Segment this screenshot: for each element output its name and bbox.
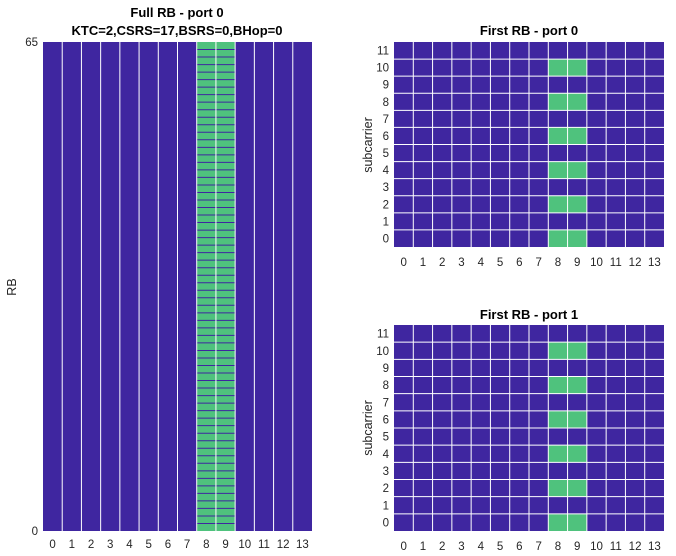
first-rb-port1-x-tick-label: 8 (555, 541, 561, 553)
full-rb-y-tick-label: 0 (32, 526, 38, 538)
first-rb-port1-y-tick-label: 11 (377, 329, 389, 341)
full-rb-x-tick-label: 3 (107, 539, 113, 551)
first-rb-port0-x-tick-label: 1 (420, 257, 426, 269)
first-rb-port0-x-tick-label: 11 (610, 257, 622, 269)
first-rb-port1-x-tick-label: 5 (497, 541, 503, 553)
first-rb-port1-x-tick-label: 6 (516, 541, 522, 553)
first-rb-port1-x-tick-label: 0 (400, 541, 406, 553)
first-rb-port0-ylabel: subcarrier (361, 117, 375, 173)
full-rb-x-tick-label: 11 (258, 539, 270, 551)
first-rb-port0-title: First RB - port 0 (480, 23, 578, 38)
first-rb-port0-x-tick-label: 0 (400, 257, 406, 269)
first-rb-port0-y-tick-labels: 0 1 2 3 4 5 6 7 8 9 10 11 (376, 46, 389, 246)
first-rb-port0-y-tick-label: 1 (383, 216, 389, 228)
first-rb-port0-marks (548, 59, 587, 247)
first-rb-port1-x-tick-label: 11 (610, 541, 622, 553)
full-rb-x-tick-label: 9 (222, 539, 228, 551)
full-rb-x-tick-label: 1 (69, 539, 75, 551)
first-rb-port0-x-tick-label: 5 (497, 257, 503, 269)
first-rb-port1-x-tick-label: 2 (439, 541, 445, 553)
full-rb-x-tick-label: 6 (165, 539, 171, 551)
first-rb-port0-x-tick-label: 3 (458, 257, 464, 269)
first-rb-port1-x-tick-label: 10 (590, 541, 603, 553)
full-rb-x-tick-label: 4 (126, 539, 133, 551)
first-rb-port0-y-tick-label: 2 (383, 199, 389, 211)
first-rb-port1-y-tick-label: 7 (383, 397, 389, 409)
full-rb-y-tick-label: 65 (25, 37, 38, 49)
first-rb-port0-x-tick-label: 7 (535, 257, 541, 269)
first-rb-port1-y-tick-labels: 0 1 2 3 4 5 6 7 8 9 10 11 (376, 329, 389, 530)
first-rb-port1-y-tick-label: 2 (383, 483, 389, 495)
first-rb-port0-x-tick-label: 6 (516, 257, 522, 269)
first-rb-port1-y-tick-label: 6 (383, 414, 389, 426)
first-rb-port1-y-tick-label: 8 (383, 380, 389, 392)
first-rb-port1-x-tick-label: 3 (458, 541, 464, 553)
first-rb-port0-y-tick-label: 6 (383, 131, 389, 143)
full-rb-x-tick-label: 2 (88, 539, 94, 551)
first-rb-port0-x-tick-label: 12 (629, 257, 642, 269)
first-rb-port0-grid (394, 42, 664, 247)
first-rb-port0-x-tick-label: 8 (555, 257, 561, 269)
first-rb-port1-y-tick-label: 9 (383, 363, 389, 375)
full-rb-title: Full RB - port 0 (130, 5, 223, 20)
first-rb-port0-y-tick-label: 4 (383, 165, 390, 177)
full-rb-grid (61, 42, 294, 531)
full-rb-subtitle: KTC=2,CSRS=17,BSRS=0,BHop=0 (72, 23, 283, 38)
first-rb-port1-x-tick-labels: 0 1 2 3 4 5 6 7 8 9 10 11 12 13 (400, 541, 660, 553)
first-rb-port1-y-tick-label: 5 (383, 432, 389, 444)
full-rb-x-tick-label: 7 (184, 539, 190, 551)
first-rb-port1-y-tick-label: 1 (383, 500, 389, 512)
first-rb-port0-x-tick-labels: 0 1 2 3 4 5 6 7 8 9 10 11 12 13 (400, 257, 660, 269)
first-rb-port0-y-tick-label: 0 (383, 233, 389, 245)
first-rb-port0-x-tick-label: 10 (590, 257, 603, 269)
first-rb-port0-y-tick-label: 10 (376, 63, 389, 75)
first-rb-port0-x-tick-label: 13 (648, 257, 661, 269)
first-rb-port1-x-tick-label: 12 (629, 541, 642, 553)
full-rb-ylabel: RB (5, 278, 19, 295)
first-rb-port1-ylabel: subcarrier (361, 400, 375, 456)
first-rb-port0-y-tick-label: 7 (383, 114, 389, 126)
first-rb-port0-x-tick-label: 2 (439, 257, 445, 269)
first-rb-port1-x-tick-label: 7 (535, 541, 541, 553)
first-rb-port1-y-tick-label: 3 (383, 466, 389, 478)
full-rb-x-tick-labels: 0 1 2 3 4 5 6 7 8 9 10 11 12 13 (49, 539, 308, 551)
first-rb-port0-x-tick-label: 9 (574, 257, 580, 269)
full-rb-x-tick-label: 0 (49, 539, 55, 551)
full-rb-x-tick-label: 8 (203, 539, 209, 551)
first-rb-port1-x-tick-label: 4 (478, 541, 485, 553)
first-rb-port1-title: First RB - port 1 (480, 307, 578, 322)
first-rb-port1-y-tick-label: 0 (383, 517, 389, 529)
full-rb-x-tick-label: 10 (238, 539, 251, 551)
first-rb-port0-y-tick-label: 5 (383, 148, 389, 160)
first-rb-port1-y-tick-label: 10 (376, 346, 389, 358)
first-rb-port1-x-tick-label: 9 (574, 541, 580, 553)
first-rb-port1-y-tick-label: 4 (383, 449, 390, 461)
first-rb-port0-y-tick-label: 9 (383, 80, 389, 92)
first-rb-port0-y-tick-label: 8 (383, 97, 389, 109)
full-rb-x-tick-label: 12 (277, 539, 290, 551)
first-rb-port1-x-tick-label: 1 (420, 541, 426, 553)
first-rb-port0-y-tick-label: 3 (383, 182, 389, 194)
full-rb-x-tick-label: 5 (145, 539, 151, 551)
first-rb-port0-x-tick-label: 4 (478, 257, 485, 269)
full-rb-y-tick-labels: 0 65 (25, 37, 38, 538)
first-rb-port1-x-tick-label: 13 (648, 541, 661, 553)
full-rb-x-tick-label: 13 (296, 539, 309, 551)
full-rb-panel: Full RB - port 0 KTC=2,CSRS=17,BSRS=0,BH… (5, 5, 312, 551)
first-rb-port0-y-tick-label: 11 (377, 46, 389, 58)
first-rb-port1-grid (394, 325, 664, 531)
